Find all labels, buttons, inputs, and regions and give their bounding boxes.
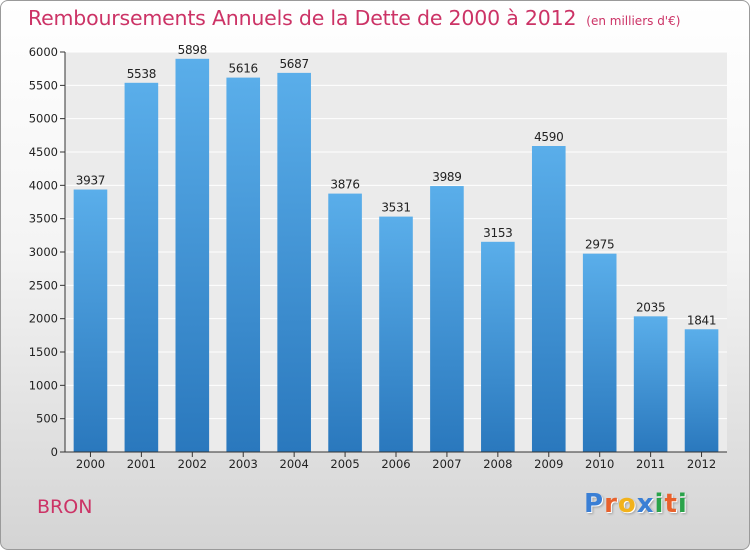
bar-2000	[73, 189, 108, 453]
labels: 0 500 1000 1500 2000 2500 3000 3500 4000 4500 5000…	[29, 43, 717, 471]
logo-letter: t	[664, 489, 678, 519]
bar-2004	[277, 72, 311, 452]
data-label-2007: 3989	[432, 170, 461, 184]
x-tick-label: 2000	[76, 457, 105, 471]
y-tick-label: 2000	[29, 312, 58, 326]
bar-2005	[328, 193, 362, 452]
y-tick-label: 4000	[29, 178, 58, 192]
logo-letter: o	[617, 489, 637, 519]
data-label-2011: 2035	[636, 300, 665, 314]
city-name: BRON	[37, 496, 93, 518]
logo-letter: P	[584, 489, 605, 519]
x-tick-label: 2001	[127, 457, 156, 471]
bar-2002	[175, 58, 210, 453]
y-tick-label: 0	[51, 445, 58, 459]
axes	[60, 51, 727, 457]
bar-2008	[481, 241, 515, 452]
chart-title: Remboursements Annuels de la Dette de 20…	[28, 6, 680, 30]
y-tick-label: 1500	[29, 345, 58, 359]
logo-letter: r	[604, 489, 618, 519]
x-tick-label: 2010	[585, 457, 614, 471]
data-label-2000: 3937	[76, 174, 105, 188]
data-label-2003: 5616	[229, 62, 258, 76]
x-tick-label: 2011	[636, 457, 665, 471]
x-tick-label: 2008	[483, 457, 512, 471]
y-tick-label: 4500	[29, 145, 58, 159]
x-tick-label: 2006	[381, 457, 410, 471]
bar-2003	[226, 77, 261, 452]
chart-subtitle: (en milliers d'€)	[586, 14, 681, 28]
data-label-2006: 3531	[381, 201, 410, 215]
bar-2006	[379, 216, 413, 452]
x-tick-label: 2009	[534, 457, 563, 471]
chart-title-text: Remboursements Annuels de la Dette de 20…	[28, 6, 577, 30]
data-label-2005: 3876	[330, 178, 359, 192]
y-tick-label: 3500	[29, 212, 58, 226]
data-label-2010: 2975	[585, 238, 614, 252]
bar-2007	[430, 186, 464, 453]
bar-2009	[531, 146, 566, 452]
proxiti-logo: Proxiti	[584, 489, 688, 519]
y-tick-label: 6000	[29, 45, 58, 59]
logo-letter: x	[636, 489, 655, 519]
x-tick-label: 2012	[687, 457, 716, 471]
data-label-2004: 5687	[279, 57, 308, 71]
data-label-2008: 3153	[483, 226, 512, 240]
x-tick-label: 2007	[432, 457, 461, 471]
bar-2012	[684, 329, 719, 452]
logo-letter: i	[677, 489, 688, 519]
y-tick-label: 5000	[29, 112, 58, 126]
bar-2001	[124, 82, 159, 453]
x-tick-label: 2002	[178, 457, 207, 471]
y-tick-label: 2500	[29, 278, 58, 292]
y-tick-label: 5500	[29, 78, 58, 92]
bar-2011	[633, 316, 668, 452]
data-label-2001: 5538	[127, 67, 156, 81]
data-label-2002: 5898	[178, 43, 207, 57]
x-tick-label: 2005	[330, 457, 359, 471]
logo-letter: i	[654, 489, 665, 519]
y-tick-label: 500	[36, 412, 58, 426]
x-tick-label: 2003	[229, 457, 258, 471]
data-label-2009: 4590	[534, 130, 563, 144]
y-tick-label: 1000	[29, 378, 58, 392]
bar-2010	[582, 253, 617, 452]
bars	[73, 58, 719, 453]
data-label-2012: 1841	[687, 313, 716, 327]
x-tick-label: 2004	[280, 457, 309, 471]
y-tick-label: 3000	[29, 245, 58, 259]
